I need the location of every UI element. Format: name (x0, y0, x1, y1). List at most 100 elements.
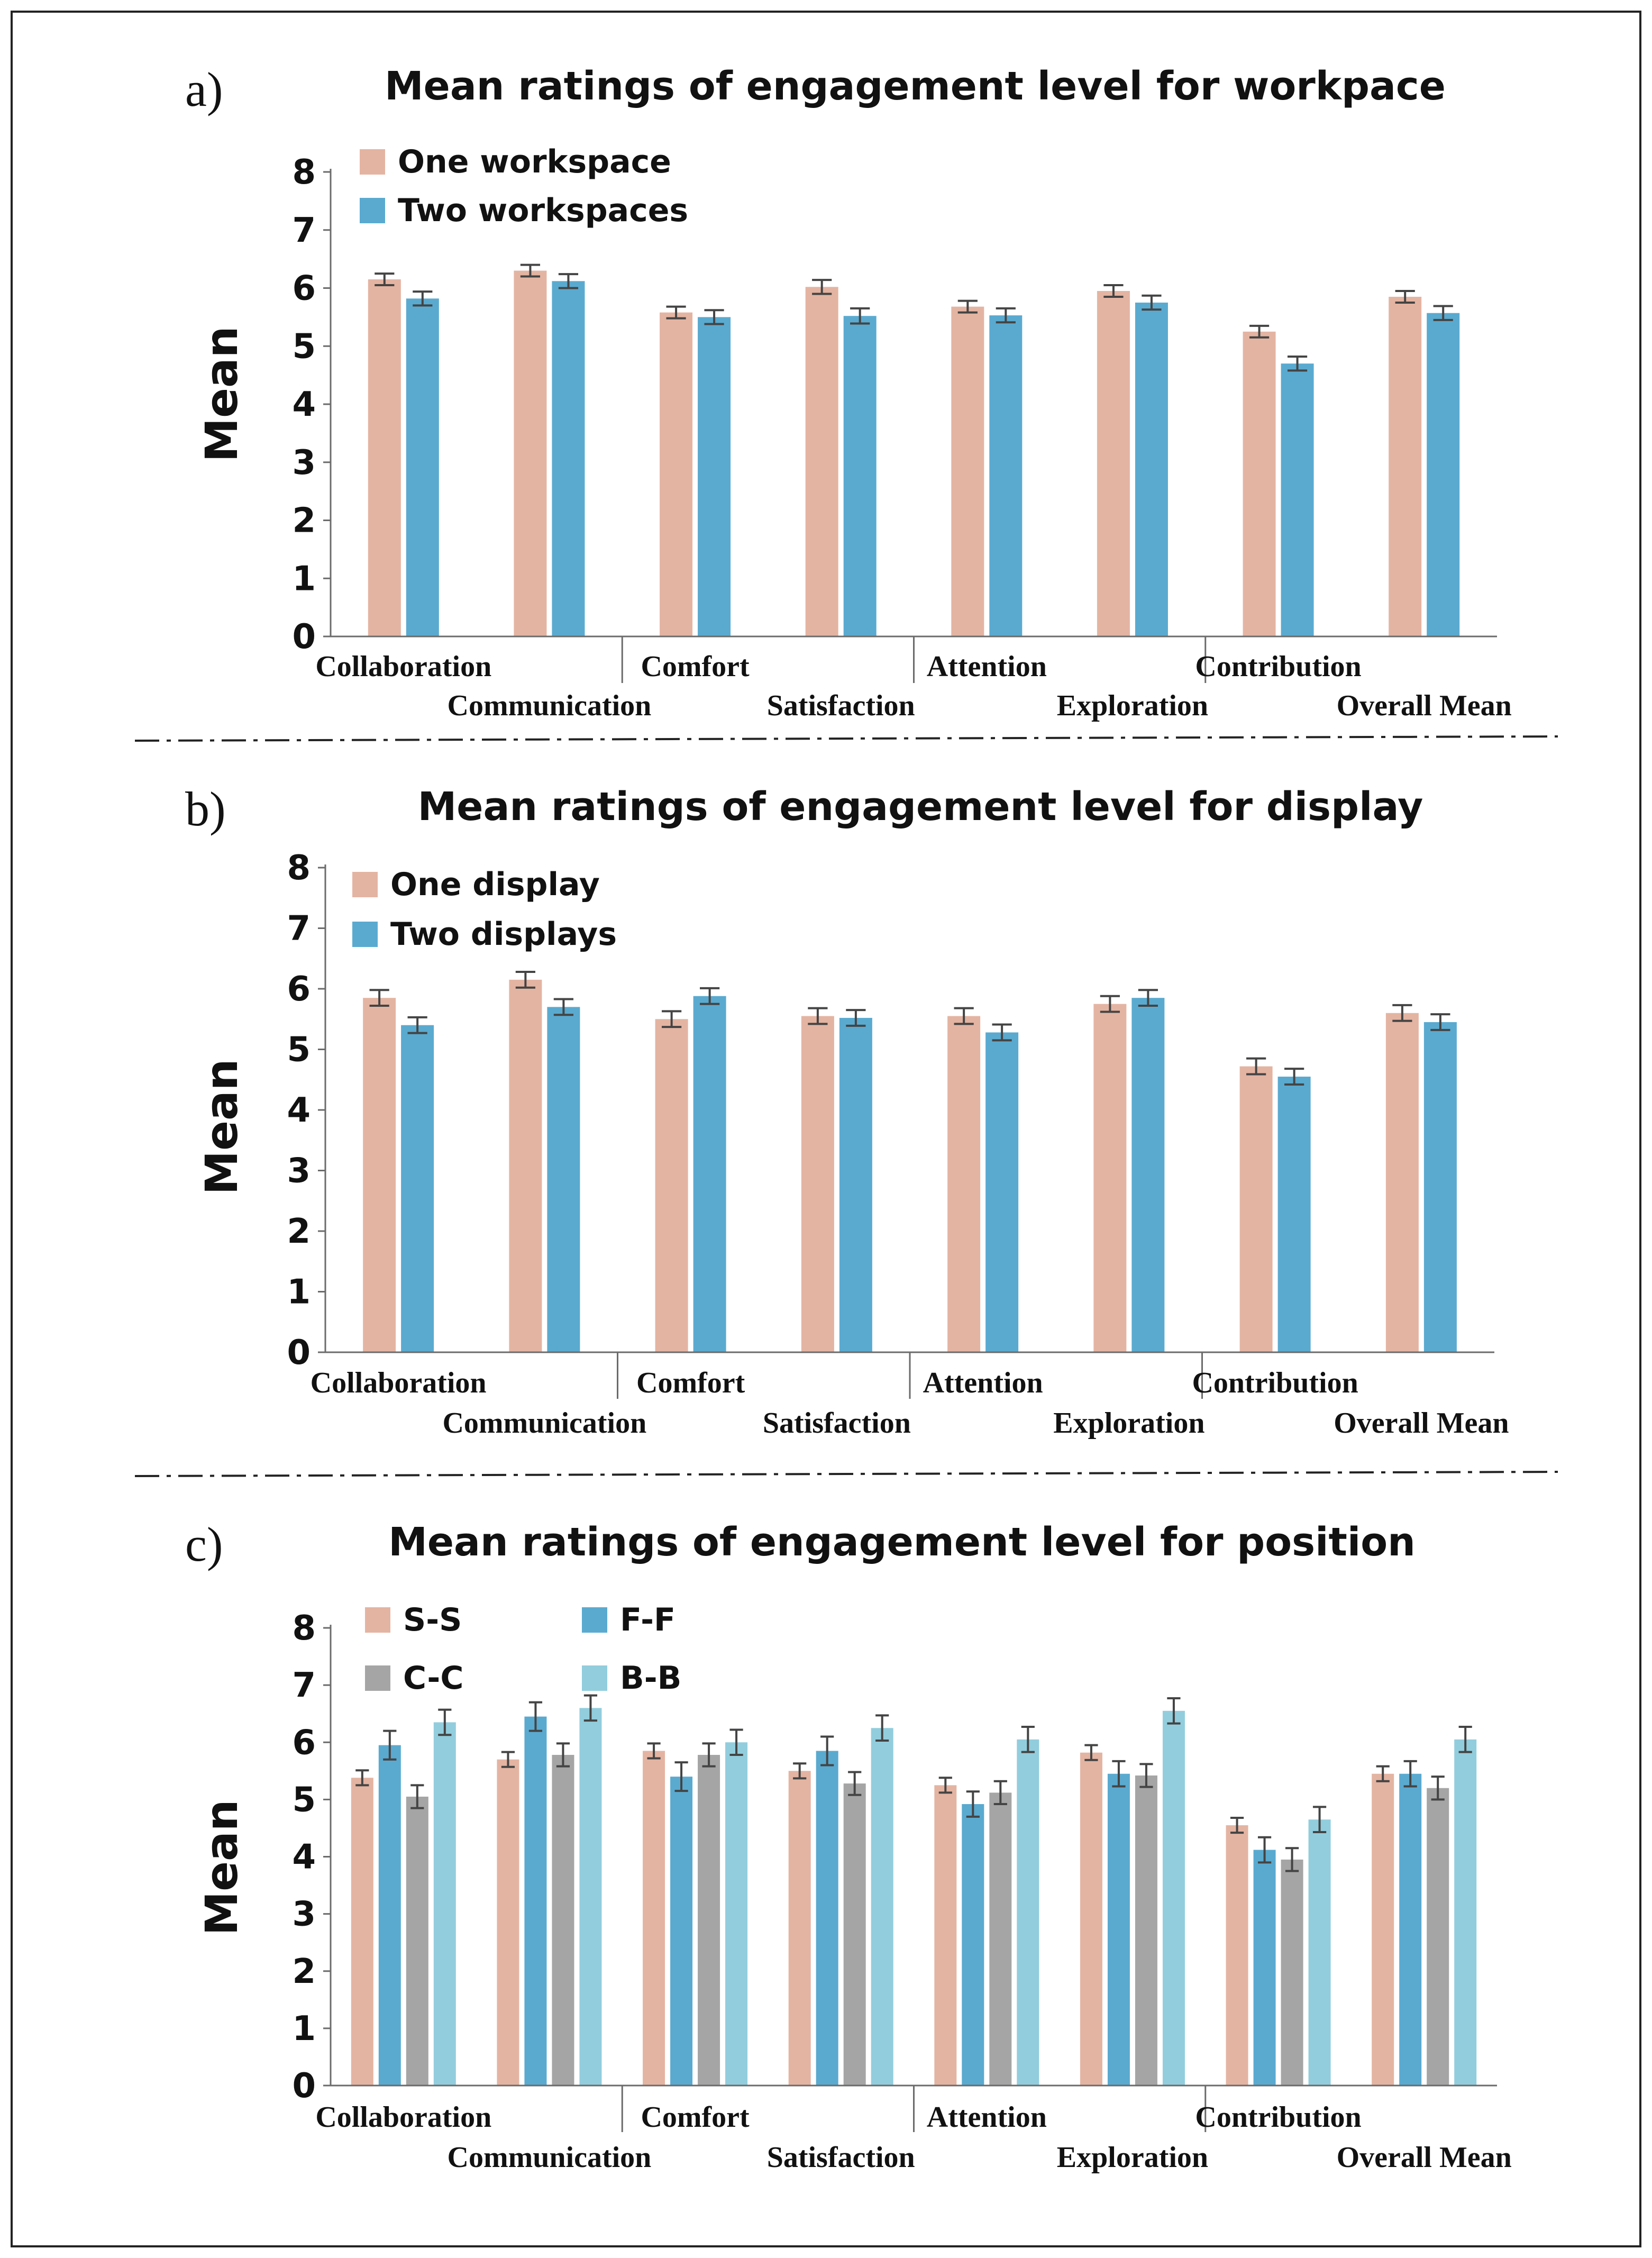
x-category-label: Comfort (636, 1367, 745, 1399)
x-category-label: Exploration (1057, 2141, 1208, 2174)
bar (1427, 1788, 1449, 2086)
bar (1277, 1077, 1311, 1352)
x-category-label: Attention (927, 2101, 1047, 2134)
bar (871, 1728, 893, 2086)
x-category-label: Contribution (1192, 1367, 1358, 1399)
bar (1107, 1773, 1130, 2086)
panel-divider-1 (134, 735, 1558, 742)
bar (989, 1792, 1012, 2086)
x-category-label: Communication (448, 2141, 652, 2174)
y-tick-label: 1 (292, 559, 316, 598)
x-category-label: Overall Mean (1334, 1407, 1509, 1440)
bar (843, 1783, 866, 2086)
bar (1281, 363, 1314, 636)
legend-label: Two workspaces (398, 192, 688, 229)
bar (547, 1007, 580, 1352)
y-tick-label: 0 (287, 1333, 311, 1372)
bar (670, 1777, 693, 2086)
bar (801, 1016, 834, 1352)
bar (655, 1019, 688, 1352)
bar (1399, 1773, 1422, 2086)
y-tick-label: 5 (287, 1031, 311, 1070)
x-category-label: Overall Mean (1337, 2141, 1512, 2174)
panel-letter: a) (185, 62, 223, 116)
bar (406, 298, 439, 636)
bar (1097, 290, 1130, 636)
bar (1017, 1739, 1039, 2086)
legend: One workspace Two workspaces (360, 143, 688, 229)
x-category-label: Comfort (641, 650, 750, 683)
y-tick-label: 7 (287, 909, 311, 949)
bar (1162, 1710, 1185, 2086)
bar (1080, 1752, 1102, 2086)
y-tick-label: 4 (292, 385, 316, 424)
chart-title: Mean ratings of engagement level for pos… (388, 1519, 1416, 1565)
bar (524, 1716, 547, 2086)
bar (805, 287, 838, 636)
y-tick-label: 3 (287, 1152, 311, 1191)
bar (401, 1025, 434, 1352)
legend: S-S F-F C-C B-B (365, 1601, 681, 1697)
y-tick-label: 7 (292, 1666, 316, 1705)
y-tick-label: 6 (292, 269, 316, 308)
bar (1131, 998, 1165, 1352)
y-tick-label: 8 (292, 153, 316, 192)
bar (985, 1032, 1019, 1352)
bar (1226, 1825, 1248, 2086)
bar (406, 1796, 428, 2086)
y-axis-label: Mean (196, 1799, 248, 1935)
x-category-label: Contribution (1195, 2101, 1361, 2134)
legend-swatch (360, 198, 385, 223)
x-category-label: Collaboration (311, 1367, 487, 1399)
bar (947, 1016, 981, 1352)
x-category-label: Satisfaction (767, 2141, 915, 2174)
y-tick-label: 3 (292, 443, 316, 482)
bar (514, 270, 547, 636)
y-tick-label: 7 (292, 211, 316, 250)
panel-letter: b) (185, 782, 226, 836)
x-category-label: Attention (927, 650, 1047, 683)
y-axis-label: Mean (196, 326, 248, 462)
y-tick-label: 1 (292, 2009, 316, 2048)
bar (934, 1785, 957, 2086)
y-tick-label: 5 (292, 1780, 316, 1819)
x-category-label: Collaboration (315, 2101, 491, 2134)
y-tick-label: 8 (292, 1609, 316, 1648)
y-tick-label: 6 (292, 1723, 316, 1762)
legend-label: S-S (403, 1601, 462, 1638)
x-category-label: Satisfaction (767, 689, 915, 722)
bar (1372, 1773, 1394, 2086)
bar (552, 1755, 574, 2086)
legend: One display Two displays (352, 866, 617, 953)
bar (725, 1742, 748, 2086)
legend-swatch (352, 872, 378, 897)
y-tick-label: 2 (292, 1952, 316, 1991)
chart-position: c) Mean ratings of engagement level for … (185, 1517, 1512, 2174)
bar (378, 1745, 401, 2086)
legend-swatch (582, 1607, 607, 1633)
legend-label: One workspace (398, 143, 671, 180)
x-category-label: Satisfaction (763, 1407, 911, 1440)
y-tick-label: 3 (292, 1895, 316, 1934)
panel-divider-2 (134, 1471, 1558, 1477)
y-axis-label: Mean (196, 1059, 248, 1195)
bar (509, 979, 542, 1352)
bar (698, 1755, 720, 2086)
bar (363, 998, 396, 1352)
x-category-label: Exploration (1053, 1407, 1204, 1440)
y-tick-label: 4 (287, 1091, 311, 1130)
bar (1389, 296, 1422, 636)
chart-title: Mean ratings of engagement level for dis… (418, 784, 1423, 830)
bar (1281, 1859, 1303, 2086)
bar (643, 1751, 665, 2086)
x-category-label: Collaboration (315, 650, 491, 683)
bar (497, 1759, 519, 2086)
plot-area: 0 1 2 3 4 5 6 7 8 Collaboration Communication Comfo… (287, 849, 1509, 1440)
legend-swatch (365, 1607, 390, 1633)
plot-area: 0 1 2 3 4 5 6 7 8 Collaboration Communication Comfo… (292, 1609, 1511, 2174)
bar (951, 306, 984, 636)
bar (1253, 1850, 1276, 2086)
y-tick-label: 4 (292, 1838, 316, 1877)
bar (368, 279, 401, 636)
